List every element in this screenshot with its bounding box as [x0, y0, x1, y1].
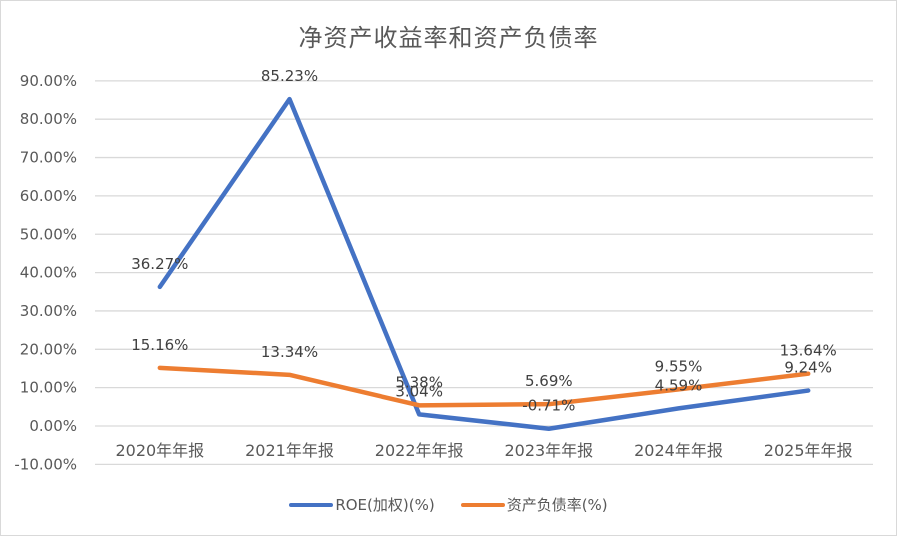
data-label: 36.27%	[131, 255, 188, 273]
y-tick-label: 50.00%	[20, 225, 77, 243]
y-tick-label: 90.00%	[20, 72, 77, 90]
data-label: 9.24%	[784, 359, 832, 377]
y-tick-label: 20.00%	[20, 340, 77, 358]
series-line-1[interactable]	[157, 365, 811, 408]
legend-line-roe-icon	[289, 502, 334, 507]
y-tick-label: 40.00%	[20, 264, 77, 282]
y-tick-label: 60.00%	[20, 187, 77, 205]
y-tick-label: 30.00%	[20, 302, 77, 320]
legend-item-roe[interactable]: ROE(加权)(%)	[289, 494, 435, 515]
data-label: 5.69%	[525, 372, 573, 390]
x-category-label: 2021年年报	[245, 441, 334, 460]
data-label: 3.04%	[395, 382, 443, 400]
y-tick-label: 80.00%	[20, 110, 77, 128]
x-category-label: 2023年年报	[504, 441, 593, 460]
x-category-label: 2022年年报	[375, 441, 464, 460]
y-tick-label: 0.00%	[29, 417, 77, 435]
chart-title: 净资产收益率和资产负债率	[298, 24, 599, 52]
y-tick-label: 70.00%	[20, 149, 77, 167]
data-label: 5.38%	[395, 373, 443, 391]
legend-line-debt-ratio-icon	[460, 502, 505, 507]
legend-label-roe: ROE(加权)(%)	[335, 496, 435, 514]
x-category-label: 2025年年报	[764, 441, 853, 460]
data-label: 4.59%	[655, 376, 703, 394]
data-label: 9.55%	[655, 357, 703, 375]
x-category-label: 2020年年报	[115, 441, 204, 460]
data-label: 13.64%	[780, 342, 837, 360]
data-label: 85.23%	[261, 67, 318, 85]
data-label: -0.71%	[522, 397, 575, 415]
y-tick-label: 10.00%	[20, 379, 77, 397]
x-category-label: 2024年年报	[634, 441, 723, 460]
legend: ROE(加权)(%) 资产负债率(%)	[0, 494, 897, 515]
data-label: 13.34%	[261, 343, 318, 361]
legend-item-debt-ratio[interactable]: 资产负债率(%)	[460, 494, 608, 515]
y-tick-label: -10.00%	[14, 455, 77, 473]
legend-label-debt-ratio: 资产负债率(%)	[506, 496, 608, 514]
data-label: 15.16%	[131, 336, 188, 354]
series-line-0[interactable]	[157, 96, 811, 431]
